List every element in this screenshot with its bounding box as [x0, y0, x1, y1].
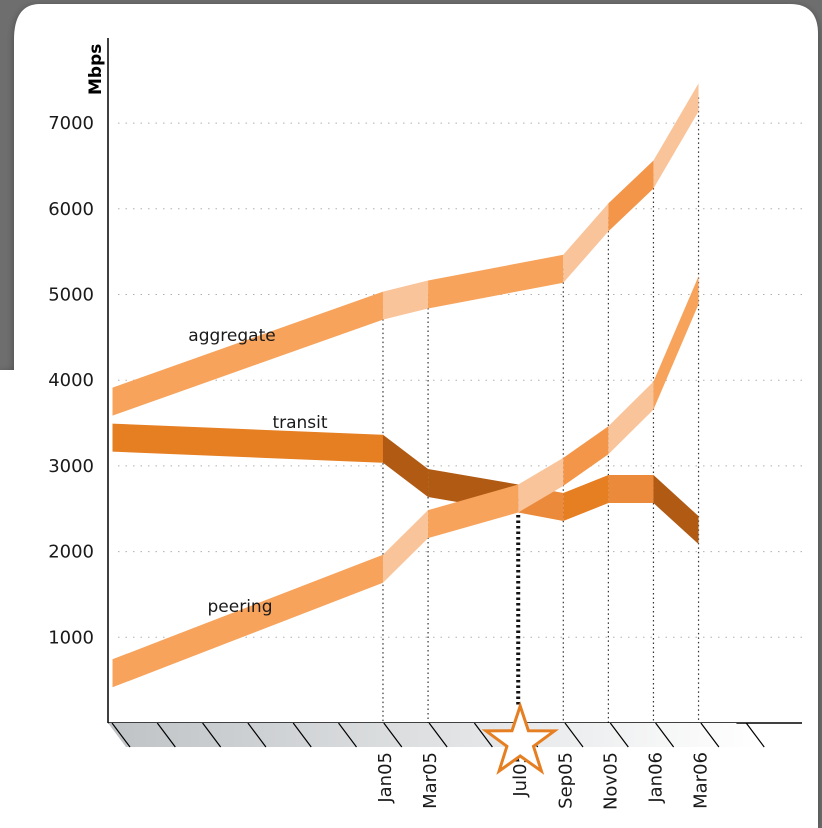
series-segment — [382, 280, 429, 320]
series-label-aggregate: aggregate — [188, 326, 275, 346]
series-segment — [518, 457, 564, 513]
y-tick-label: 3000 — [48, 456, 94, 477]
series-segment — [428, 254, 564, 309]
series-segment — [112, 554, 383, 688]
base-divider — [473, 722, 493, 748]
base-divider — [564, 722, 584, 748]
series-peering — [112, 276, 699, 688]
series-segment — [563, 475, 609, 522]
x-tick-label: Nov05 — [600, 752, 621, 810]
series-aggregate — [112, 83, 699, 416]
base-divider — [383, 722, 403, 748]
star-icon — [481, 701, 560, 775]
series-segment — [608, 475, 654, 504]
x-tick-label: Mar06 — [691, 752, 712, 809]
series-segment — [653, 475, 699, 545]
y-tick-label: 2000 — [48, 542, 94, 563]
series-label-peering: peering — [208, 597, 273, 617]
x-tick-label: Sep05 — [555, 752, 576, 809]
series-segment — [382, 434, 429, 498]
y-tick-label: 1000 — [48, 627, 94, 648]
x-tick-label: Mar05 — [420, 752, 441, 809]
y-axis-label: Mbps — [86, 44, 106, 95]
x-tick-label: Jan06 — [645, 752, 666, 804]
base-divider — [700, 722, 720, 748]
y-tick-label: 4000 — [48, 370, 94, 391]
series-segment — [608, 160, 654, 232]
series-segment — [112, 291, 383, 416]
series-ribbons — [112, 83, 699, 688]
base-divider — [338, 722, 357, 748]
base-divider — [111, 722, 131, 748]
x-tick-label: Jul05 — [510, 752, 531, 798]
y-tick-label: 5000 — [48, 285, 94, 306]
base-divider — [292, 722, 312, 748]
base-divider — [745, 722, 765, 748]
base-divider — [655, 722, 675, 748]
labels: 1000 2000 3000 4000 5000 6000 7000 Mbps aggregat… — [48, 44, 711, 810]
y-tick-label: 7000 — [48, 113, 94, 134]
base-divider — [156, 722, 176, 748]
series-segment — [653, 276, 699, 410]
series-segment — [112, 423, 383, 463]
x-tick-label: Jan05 — [375, 752, 396, 804]
base-divider — [247, 722, 267, 748]
drop-lines — [382, 97, 700, 723]
x-axis-base — [108, 722, 765, 748]
series-segment — [382, 510, 429, 583]
series-segment — [563, 203, 609, 283]
highlight-marker — [481, 701, 560, 775]
base-divider — [202, 722, 222, 748]
series-label-transit: transit — [272, 413, 327, 433]
base-strip — [108, 723, 760, 747]
series-segment — [608, 381, 654, 455]
base-divider — [609, 722, 629, 748]
series-segment — [428, 484, 519, 539]
series-segment — [563, 426, 609, 486]
series-segment — [653, 83, 699, 189]
base-divider — [428, 722, 448, 748]
card-background — [0, 4, 818, 828]
series-transit — [112, 423, 699, 545]
y-tick-label: 6000 — [48, 199, 94, 220]
